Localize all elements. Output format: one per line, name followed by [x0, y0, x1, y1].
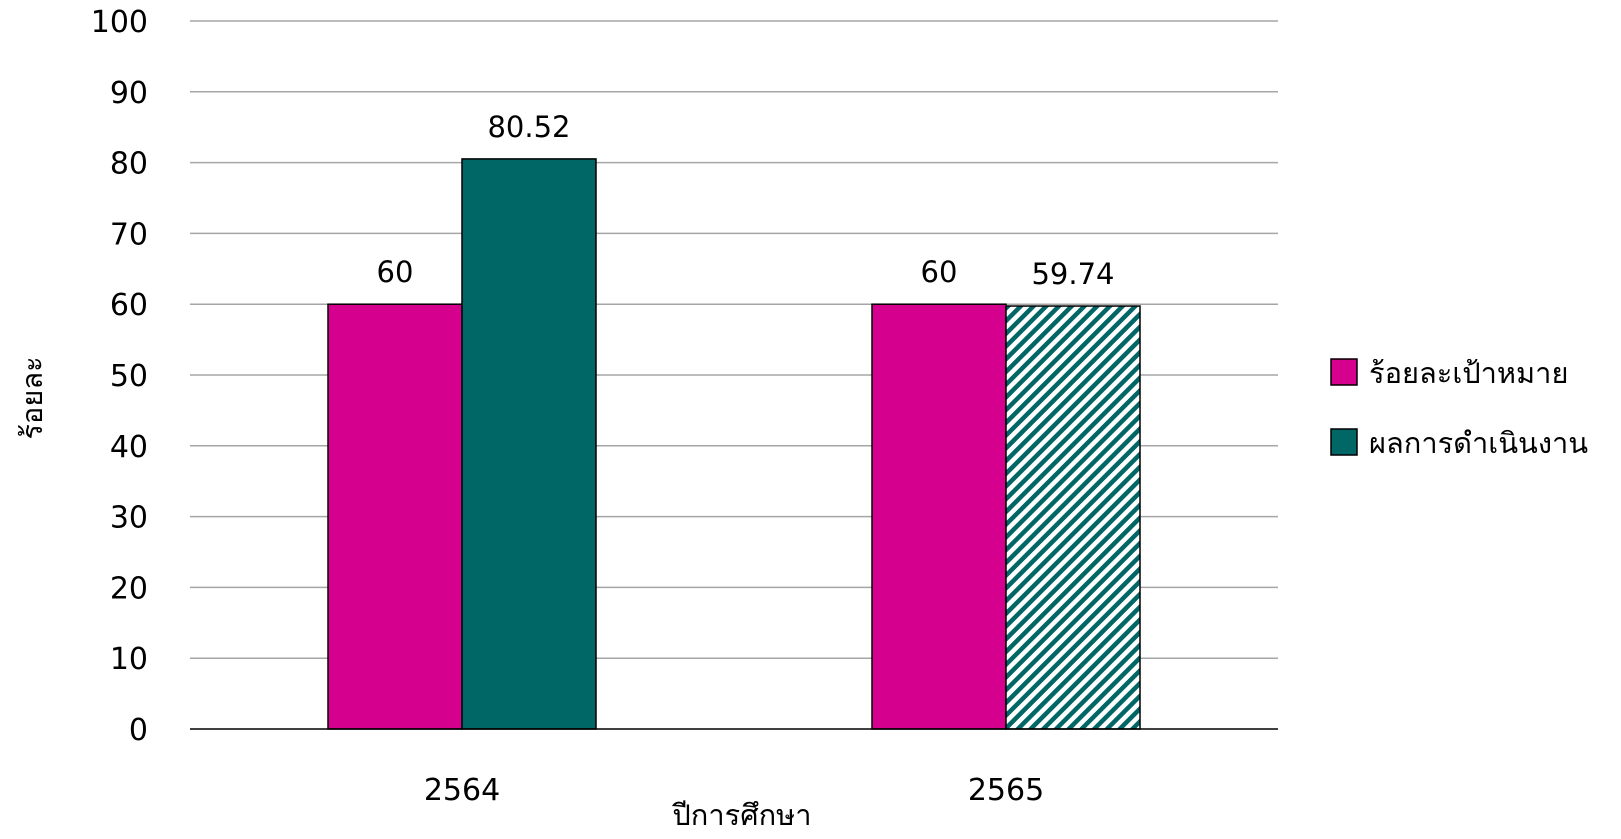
bar	[1005, 305, 1141, 730]
data-labels: 60 80.52 60 59.74	[377, 110, 1115, 291]
x-tick-label: 2564	[424, 773, 500, 808]
y-tick-label: 10	[110, 642, 148, 677]
y-tick-label: 50	[110, 359, 148, 394]
y-axis-title: ร้อยละ	[15, 356, 49, 439]
y-tick-label: 0	[129, 713, 148, 748]
y-tick-label: 30	[110, 501, 148, 536]
x-tick-label: 2565	[968, 773, 1044, 808]
legend-label: ร้อยละเป้าหมาย	[1369, 356, 1568, 390]
data-label: 80.52	[487, 110, 570, 144]
bar	[327, 303, 463, 730]
data-label: 60	[921, 255, 958, 289]
y-tick-label: 80	[110, 147, 148, 182]
y-tick-label: 100	[91, 5, 148, 40]
bars	[327, 158, 1141, 730]
bar	[461, 158, 597, 730]
y-tick-label: 40	[110, 430, 148, 465]
bar	[871, 303, 1007, 730]
data-label: 59.74	[1031, 257, 1114, 291]
data-label: 60	[377, 255, 414, 289]
x-axis-title: ปีการศึกษา	[672, 798, 812, 832]
axes: 0 10 20 30 40 50 60 70 80 90 100 2564 2565	[91, 5, 1278, 808]
y-tick-label: 90	[110, 76, 148, 111]
legend-swatch	[1330, 358, 1358, 386]
y-tick-label: 70	[110, 217, 148, 252]
y-tick-label: 20	[110, 571, 148, 606]
y-tick-label: 60	[110, 288, 148, 323]
legend-label: ผลการดำเนินงาน	[1369, 426, 1588, 460]
legend-swatch	[1330, 428, 1358, 456]
